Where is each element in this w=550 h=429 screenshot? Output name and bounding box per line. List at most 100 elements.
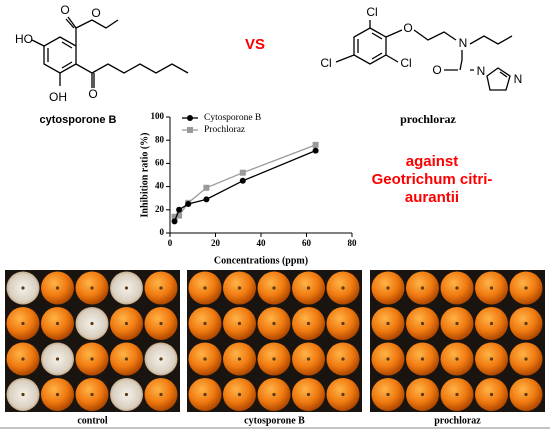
orange-spot	[21, 392, 25, 397]
atom-label: Cl	[400, 56, 411, 70]
orange-spot	[524, 357, 528, 361]
molecule-cytosporone-b: HO OH O O O cytosporone B	[15, 3, 189, 126]
x-tick-label: 20	[211, 238, 221, 248]
atom-label: N	[477, 64, 486, 78]
orange-spot	[420, 392, 425, 397]
y-axis-label: Inhibition ratio (%)	[139, 132, 150, 217]
orange-spot	[124, 286, 129, 290]
atom-label: N	[459, 36, 468, 50]
orange-spot	[341, 321, 345, 326]
data-point	[239, 177, 246, 184]
atom-label: O	[432, 63, 441, 77]
data-point	[185, 201, 192, 207]
data-point	[312, 141, 319, 148]
orange-spot	[524, 392, 528, 397]
orange-spot	[21, 357, 25, 361]
orange-spot	[386, 392, 390, 397]
orange-spot	[203, 321, 207, 326]
orange-spot	[90, 392, 94, 397]
data-point	[312, 147, 319, 154]
atom-label: Cl	[366, 5, 377, 19]
orange-spot	[489, 392, 494, 397]
atom-label: N	[514, 72, 523, 86]
data-point	[203, 196, 210, 203]
y-tick-label: 100	[151, 111, 165, 121]
orange-spot	[21, 286, 25, 290]
orange-spot	[90, 286, 94, 290]
orange-spot	[341, 392, 345, 397]
data-point	[171, 213, 178, 220]
orange-spot	[55, 286, 60, 290]
orange-spot	[124, 321, 129, 326]
x-tick-label: 80	[348, 238, 358, 248]
panel-label: cytosporone B	[244, 415, 305, 426]
panel-label: control	[77, 415, 108, 426]
atom-label: O	[403, 21, 412, 35]
orange-spot	[55, 392, 60, 397]
y-tick-label: 40	[155, 181, 165, 191]
orange-spot	[159, 357, 163, 361]
orange-spot	[272, 321, 276, 326]
data-point	[203, 184, 210, 191]
data-point	[239, 169, 246, 176]
orange-spot	[55, 357, 60, 361]
molecule-prochloraz: Cl Cl Cl O N O N N prochloraz	[320, 5, 522, 126]
annotation: aurantii	[405, 189, 459, 206]
y-tick-label: 0	[160, 227, 165, 237]
orange-spot	[203, 286, 207, 290]
x-axis-label: Concentrations (ppm)	[214, 255, 308, 266]
molecule-name: cytosporone B	[39, 114, 116, 126]
orange-spot	[489, 321, 494, 326]
orange-spot	[341, 357, 345, 361]
annotation: against	[406, 153, 459, 170]
orange-spot	[159, 321, 163, 326]
orange-spot	[455, 392, 459, 397]
orange-spot	[159, 392, 163, 397]
y-tick-label: 60	[155, 157, 165, 167]
x-tick-label: 60	[302, 238, 312, 248]
atom-label: HO	[15, 32, 33, 46]
orange-spot	[420, 321, 425, 326]
orange-spot	[386, 357, 390, 361]
orange-spot	[306, 392, 311, 397]
orange-spot	[272, 286, 276, 290]
series-line	[173, 150, 316, 222]
orange-spot	[420, 286, 425, 290]
x-tick-label: 0	[168, 238, 173, 248]
orange-spot	[386, 286, 390, 290]
orange-spot	[124, 357, 129, 361]
orange-spot	[124, 392, 129, 397]
vs-label: VS	[245, 36, 265, 53]
orange-spot	[455, 357, 459, 361]
legend-marker	[187, 127, 193, 133]
x-tick-label: 40	[257, 238, 267, 248]
y-tick-label: 80	[155, 134, 165, 144]
data-point	[171, 218, 178, 225]
legend-marker	[187, 115, 193, 121]
atom-label: O	[91, 6, 100, 20]
orange-spot	[159, 286, 163, 290]
legend-label: Prochloraz	[204, 125, 245, 135]
legend-label: Cytosporone B	[204, 113, 261, 123]
orange-spot	[237, 321, 242, 326]
orange-spot	[524, 321, 528, 326]
atom-label: O	[88, 87, 97, 101]
orange-spot	[341, 286, 345, 290]
orange-spot	[489, 286, 494, 290]
orange-spot	[306, 321, 311, 326]
data-point	[176, 206, 183, 213]
annotation: Geotrichum citri-	[372, 171, 493, 188]
orange-spot	[272, 392, 276, 397]
orange-spot	[524, 286, 528, 290]
orange-spot	[90, 321, 94, 326]
y-tick-label: 20	[155, 204, 165, 214]
orange-spot	[455, 286, 459, 290]
data-point	[176, 212, 183, 219]
atom-label: OH	[49, 90, 67, 104]
orange-spot	[272, 357, 276, 361]
orange-spot	[203, 357, 207, 361]
photo-panels: control cytosporone B prochloraz	[5, 270, 545, 426]
panel-label: prochloraz	[434, 415, 481, 426]
